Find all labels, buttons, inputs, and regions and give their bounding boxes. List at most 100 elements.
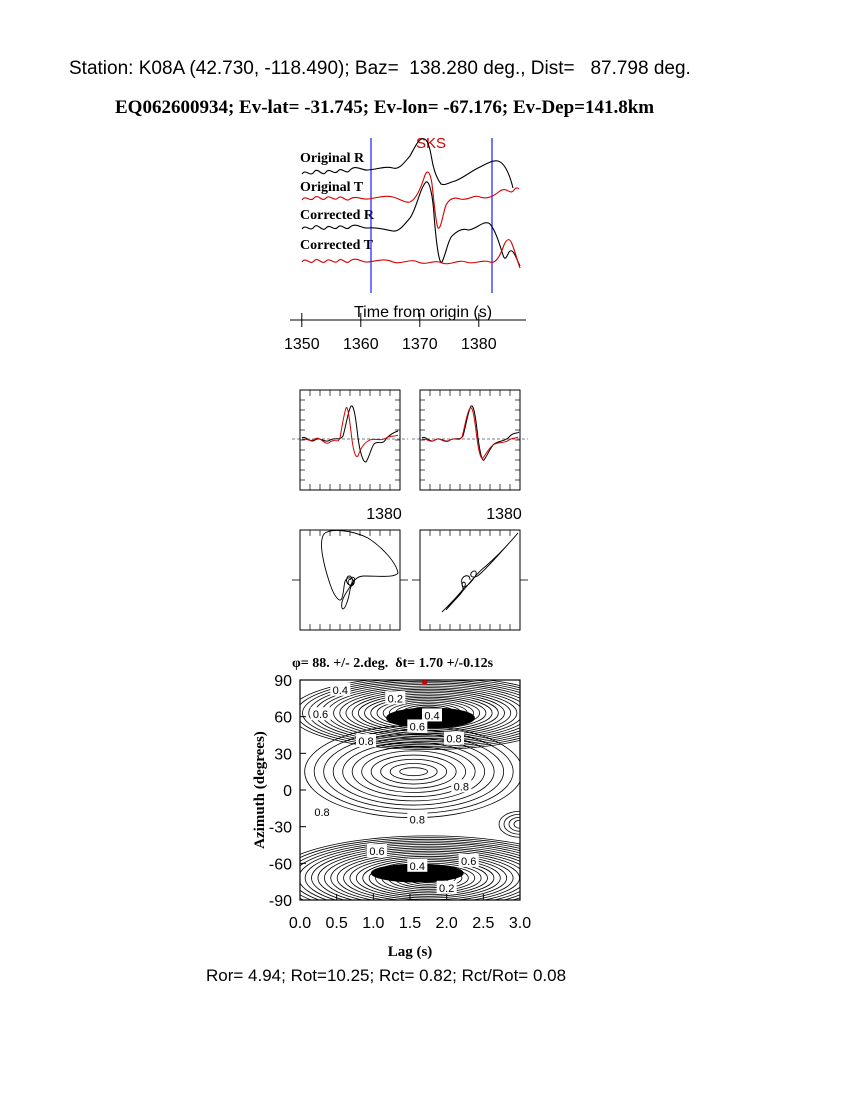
- contour-upper-band: [302, 680, 520, 747]
- contour-central: [342, 742, 486, 802]
- station-line: Station: K08A (42.730, -118.490); Baz= 1…: [69, 58, 691, 79]
- contour-label: 0.8: [358, 736, 373, 748]
- contour-central: [323, 733, 505, 810]
- contour-lower-band: [300, 837, 520, 900]
- grid-y-tick-label: -30: [269, 820, 292, 837]
- contour-label: 0.8: [446, 734, 461, 746]
- contour-right-lobe: [498, 810, 520, 838]
- contour-label: 0.4: [424, 710, 439, 722]
- grid-x-axis-label: Lag (s): [388, 944, 433, 960]
- contour-upper-band: [345, 690, 512, 736]
- trace-x-tick-label: 1380: [461, 336, 497, 353]
- contour-label: 0.8: [454, 781, 469, 793]
- trace-x-tick-label: 1360: [343, 336, 379, 353]
- contour-label: 0.8: [314, 807, 329, 819]
- pm-corrected-curve: [441, 532, 519, 613]
- contour-lower-band: [300, 835, 520, 855]
- contour-central: [332, 737, 495, 806]
- contour-lower-band: [304, 844, 520, 900]
- overlay-corrected-red: [421, 407, 519, 459]
- contour-lower-band: [355, 857, 501, 899]
- contour-right-lobe: [503, 813, 520, 835]
- contour-lower-band: [311, 845, 520, 900]
- contour-label: 0.4: [410, 861, 425, 873]
- trace-x-ticks: 1350 1360 1370 1380: [284, 313, 497, 353]
- contour-label: 0.2: [439, 883, 454, 895]
- grid-y-tick-label: 30: [274, 746, 292, 763]
- trace-x-tick-label: 1370: [402, 336, 438, 353]
- grid-x-tick-label: 2.0: [436, 915, 458, 932]
- contour-label-bg: [451, 779, 472, 793]
- grid-y-tick-label: 0: [283, 783, 292, 800]
- grid-y-tick-label: 60: [274, 710, 292, 727]
- contour-upper-band: [339, 688, 518, 738]
- contour-label-bg: [310, 707, 331, 721]
- grid-x-tick-label: 0.5: [326, 915, 348, 932]
- event-line: EQ062600934; Ev-lat= -31.745; Ev-lon= -6…: [115, 97, 655, 118]
- contour-label: 0.6: [410, 721, 425, 733]
- trace-original-r: [301, 138, 514, 189]
- contour-lower-band: [300, 838, 520, 900]
- contour-label-bg: [436, 880, 457, 894]
- particle-motion-panels: [292, 529, 528, 631]
- trace-x-tick-label: 1350: [284, 336, 320, 353]
- grid-x-tick-label: 3.0: [509, 915, 531, 932]
- contour-lower-band: [300, 842, 520, 900]
- contour-upper-band: [351, 692, 505, 735]
- contour-upper-band: [370, 696, 487, 730]
- contour-central: [351, 746, 476, 798]
- contour-lower-band: [323, 849, 520, 900]
- phase-label: SKS: [416, 135, 446, 152]
- contour-label: 0.4: [333, 685, 348, 697]
- contour-label: 0.2: [388, 693, 403, 705]
- best-fit-marker: [422, 679, 428, 686]
- contour-label: 0.6: [461, 856, 476, 868]
- trace-label: Corrected T: [300, 238, 374, 253]
- overlay-original-red: [301, 407, 399, 457]
- contour-label: 0.8: [410, 814, 425, 826]
- contour-lower-band: [368, 861, 488, 896]
- overlay-original-black: [301, 405, 399, 463]
- trace-x-axis-label: Time from origin (s): [354, 304, 492, 321]
- contour-label-bg: [422, 708, 442, 722]
- grid-x-tick-label: 2.5: [472, 915, 494, 932]
- contour-upper-band: [357, 693, 499, 733]
- contour-label-bg: [367, 844, 387, 858]
- overlay-original-x-tick: 1380: [366, 506, 402, 523]
- contour-label-bg: [407, 858, 428, 872]
- grid-x-tick-label: 0.0: [289, 915, 311, 932]
- contour-upper-band: [300, 680, 520, 750]
- trace-label: Original T: [300, 180, 364, 195]
- contour-label-bg: [444, 731, 464, 745]
- energy-grid-plot: φ= 88. +/- 2.deg. δt= 1.70 +/-0.12s 0.0 0…: [252, 656, 531, 960]
- contour-upper-band: [300, 680, 520, 749]
- contour-lower-band: [317, 847, 520, 900]
- stats-line: Ror= 4.94; Rot=10.25; Rct= 0.82; Rct/Rot…: [206, 966, 567, 985]
- trace-original-t: [301, 171, 520, 229]
- contour-label-bg: [312, 805, 332, 818]
- contour-lower-band: [343, 854, 514, 900]
- contour-central: [380, 758, 448, 785]
- grid-y-tick-label: -90: [269, 893, 292, 910]
- contour-central: [399, 767, 429, 777]
- pm-original-curve: [321, 530, 399, 610]
- contour-upper-band: [308, 680, 520, 746]
- grid-x-tick-label: 1.0: [362, 915, 384, 932]
- trace-label: Corrected R: [300, 208, 375, 223]
- contour-lower-band: [330, 850, 520, 900]
- trace-label: Original R: [300, 151, 365, 166]
- contour-central: [361, 750, 467, 793]
- trace-panel: SKS Original R Original T Corrected R Co…: [284, 135, 526, 353]
- contour-label-bg: [458, 853, 479, 867]
- contour-label: 0.6: [369, 846, 384, 858]
- waveform-overlay-panels: 1380 1380: [292, 389, 528, 630]
- trace-corrected-t: [301, 239, 521, 269]
- contour-label-bg: [407, 812, 428, 826]
- contour-lower-band: [300, 840, 520, 900]
- grid-title: φ= 88. +/- 2.deg. δt= 1.70 +/-0.12s: [292, 656, 494, 671]
- overlay-corrected-black: [421, 405, 520, 461]
- contour-right-lobe: [508, 816, 520, 832]
- trace-corrected-r: [301, 181, 521, 267]
- contour-label-bg: [330, 682, 351, 696]
